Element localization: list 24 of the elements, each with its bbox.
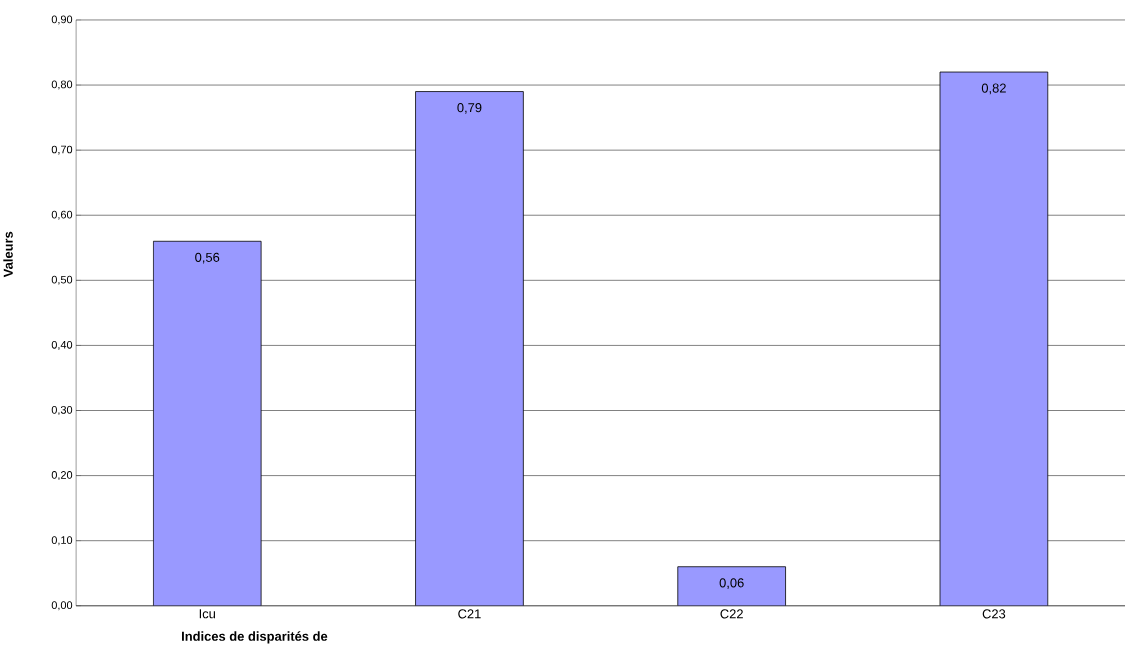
bar — [939, 71, 1049, 606]
bar — [152, 241, 262, 606]
x-tick-label: C23 — [982, 609, 1006, 619]
y-tick-label: 0,00 — [51, 601, 73, 611]
data-label: 0,06 — [719, 578, 744, 590]
y-axis-title: Valeurs — [3, 231, 13, 278]
bar — [415, 91, 524, 606]
y-tick-label: 0,30 — [51, 406, 73, 416]
y-tick-label: 0,80 — [51, 80, 73, 90]
x-tick-label: C22 — [720, 609, 743, 619]
data-label: 0,82 — [981, 83, 1006, 95]
y-tick-label: 0,50 — [51, 275, 73, 286]
x-axis-title: Indices de disparités de — [182, 631, 328, 644]
y-tick-label: 0,90 — [51, 15, 73, 25]
data-label: 0,79 — [457, 103, 482, 114]
y-tick-label: 0,20 — [51, 471, 73, 481]
y-tick-label: 0,40 — [51, 341, 73, 351]
y-tick-label: 0,10 — [51, 536, 73, 546]
data-label: 0,56 — [195, 252, 220, 264]
y-tick-label: 0,60 — [51, 210, 73, 220]
bar — [677, 566, 786, 606]
x-tick-label: C21 — [458, 609, 481, 619]
x-tick-label: Icu — [199, 609, 215, 619]
y-tick-label: 0,70 — [51, 145, 73, 155]
